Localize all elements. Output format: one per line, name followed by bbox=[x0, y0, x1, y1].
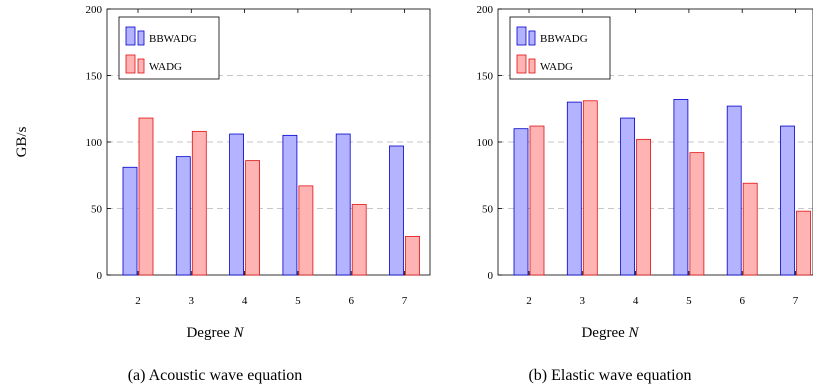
y-tick-label: 150 bbox=[477, 71, 494, 83]
bar-wadg bbox=[245, 160, 261, 276]
y-axis-label: GB/s bbox=[14, 126, 30, 157]
x-tick-label: 4 bbox=[633, 295, 639, 307]
legend-swatch-small-wadg bbox=[137, 58, 145, 74]
caption: (a) Acoustic wave equation bbox=[128, 367, 303, 384]
y-tick-label: 150 bbox=[86, 71, 103, 83]
caption: (b) Elastic wave equation bbox=[528, 367, 691, 384]
bar-wadg bbox=[636, 138, 651, 276]
bar-wadg bbox=[351, 204, 367, 276]
x-tick-label: 3 bbox=[580, 295, 586, 307]
bar-bbwadg bbox=[335, 133, 351, 276]
bar-bbwadg bbox=[513, 128, 529, 276]
y-tick-label: 50 bbox=[482, 204, 494, 216]
x-tick-label: 6 bbox=[739, 295, 745, 307]
legend-label-bbwadg: BBWADG bbox=[540, 33, 588, 45]
bar-bbwadg bbox=[620, 117, 635, 276]
bar-bbwadg bbox=[566, 101, 582, 276]
bar-wadg bbox=[529, 125, 545, 276]
y-tick-label: 0 bbox=[97, 270, 103, 282]
bar-bbwadg bbox=[122, 166, 138, 276]
x-tick-label: 6 bbox=[348, 295, 354, 307]
bar-bbwadg bbox=[389, 145, 404, 276]
legend-swatch-bbwadg bbox=[516, 26, 527, 46]
chart-panel-b: 0 50 100 150 200 2 3 4 5 6 7 BBWADG WADG Degree N (b) … bbox=[477, 4, 813, 384]
y-tick-label: 50 bbox=[91, 204, 103, 216]
bar-bbwadg bbox=[780, 125, 795, 276]
x-tick-label: 3 bbox=[189, 295, 195, 307]
x-axis-label: Degree N bbox=[581, 325, 639, 341]
y-tick-label: 0 bbox=[488, 270, 494, 282]
x-tick-label: 7 bbox=[402, 295, 408, 307]
legend-box bbox=[509, 16, 611, 80]
x-tick-label: 4 bbox=[242, 295, 248, 307]
legend-label-wadg: WADG bbox=[540, 61, 573, 73]
bar-bbwadg bbox=[282, 134, 298, 276]
legend-swatch-small-bbwadg bbox=[137, 30, 145, 46]
bar-wadg bbox=[298, 185, 314, 276]
x-tick-label: 5 bbox=[295, 295, 301, 307]
chart-panel-a: 0 50 100 150 200 2 3 4 5 6 7 BBWADG WADG Degree N (a) … bbox=[86, 4, 431, 384]
legend-swatch-wadg bbox=[125, 54, 136, 74]
x-tick-label: 5 bbox=[686, 295, 692, 307]
y-tick-label: 100 bbox=[86, 137, 103, 149]
bar-bbwadg bbox=[726, 105, 742, 276]
x-tick-label: 2 bbox=[526, 295, 532, 307]
bar-wadg bbox=[191, 130, 207, 276]
legend-box bbox=[118, 16, 220, 80]
x-axis-label: Degree N bbox=[186, 325, 244, 341]
bar-bbwadg bbox=[229, 133, 245, 276]
x-tick-label: 7 bbox=[793, 295, 799, 307]
legend-swatch-small-wadg bbox=[528, 58, 536, 74]
bar-wadg bbox=[582, 100, 598, 276]
y-tick-label: 200 bbox=[477, 4, 494, 16]
bar-bbwadg bbox=[673, 99, 689, 276]
y-tick-label: 200 bbox=[86, 4, 103, 16]
legend-swatch-wadg bbox=[516, 54, 527, 74]
bar-wadg bbox=[405, 236, 420, 276]
legend-swatch-small-bbwadg bbox=[528, 30, 536, 46]
bar-wadg bbox=[138, 117, 154, 276]
bar-bbwadg bbox=[175, 156, 191, 276]
bar-wadg bbox=[689, 152, 705, 276]
legend-swatch-bbwadg bbox=[125, 26, 136, 46]
y-tick-label: 100 bbox=[477, 137, 494, 149]
legend-label-wadg: WADG bbox=[149, 61, 182, 73]
x-tick-label: 2 bbox=[135, 295, 141, 307]
legend-label-bbwadg: BBWADG bbox=[149, 33, 197, 45]
bar-wadg bbox=[796, 210, 811, 276]
bar-wadg bbox=[742, 182, 758, 276]
